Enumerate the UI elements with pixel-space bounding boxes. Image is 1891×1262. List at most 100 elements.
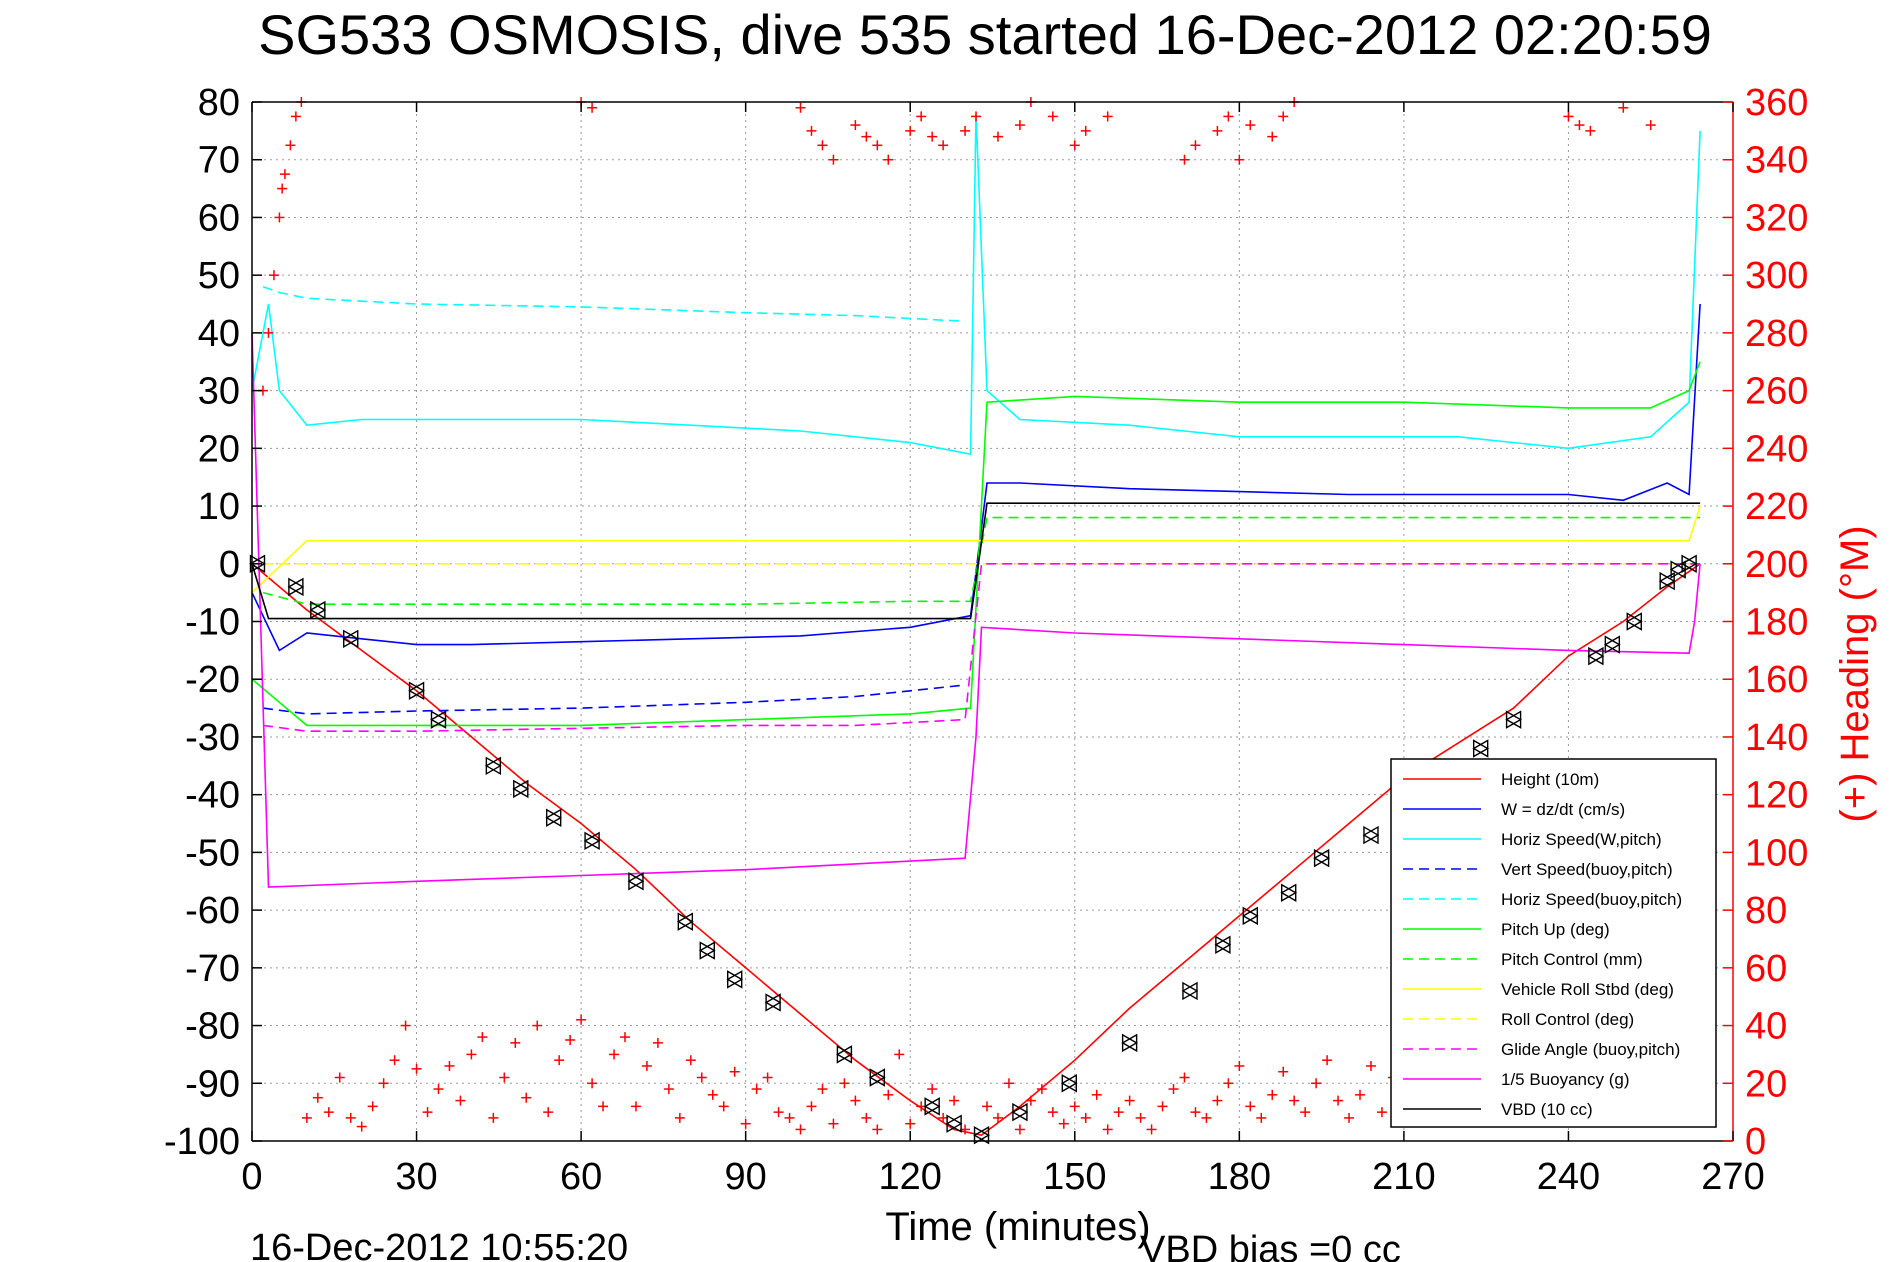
- heading-point: [1234, 1060, 1245, 1071]
- depth-marker: [726, 970, 744, 989]
- right-y-tick-label: 220: [1745, 486, 1808, 528]
- right-y-tick-label: 180: [1745, 602, 1808, 644]
- heading-point: [905, 125, 916, 136]
- heading-point: [927, 131, 938, 142]
- right-y-tick-label: 360: [1745, 82, 1808, 124]
- heading-point: [1333, 1095, 1344, 1106]
- depth-marker: [1011, 1102, 1029, 1122]
- heading-point: [806, 1101, 817, 1112]
- y-tick-label: -30: [185, 717, 240, 759]
- heading-point: [641, 1060, 652, 1071]
- depth-marker: [698, 941, 716, 960]
- heading-point: [1168, 1084, 1179, 1095]
- x-tick-label: 270: [1701, 1156, 1764, 1198]
- legend-label: Pitch Up (deg): [1501, 920, 1610, 939]
- y-tick-label: 30: [198, 371, 240, 413]
- depth-marker: [868, 1068, 886, 1087]
- heading-point: [1157, 1101, 1168, 1112]
- depth-marker: [1060, 1074, 1078, 1093]
- depth-marker: [1121, 1033, 1139, 1053]
- heading-point: [1234, 154, 1245, 165]
- legend-label: Pitch Control (mm): [1501, 950, 1643, 969]
- heading-point: [598, 1101, 609, 1112]
- heading-point: [1355, 1089, 1366, 1100]
- depth-marker: [1603, 635, 1621, 654]
- heading-point: [872, 140, 883, 151]
- heading-point: [1645, 120, 1656, 131]
- y-tick-label: 10: [198, 486, 240, 528]
- series-line-5: [262, 285, 966, 323]
- heading-point: [729, 1066, 740, 1077]
- y-tick-label: -50: [185, 832, 240, 874]
- series-line-10: [262, 562, 1701, 733]
- heading-point: [356, 1121, 367, 1132]
- heading-point: [1190, 1107, 1201, 1118]
- x-tick-label: 210: [1372, 1156, 1435, 1198]
- depth-marker: [1181, 981, 1199, 1001]
- heading-point: [850, 120, 861, 131]
- heading-point: [773, 1107, 784, 1118]
- heading-point: [444, 1060, 455, 1071]
- depth-marker: [545, 808, 563, 827]
- heading-point: [751, 1084, 762, 1095]
- heading-point: [1376, 1107, 1387, 1118]
- depth-marker: [583, 831, 601, 851]
- heading-point: [400, 1020, 411, 1031]
- heading-point: [389, 1055, 400, 1066]
- heading-point: [1146, 1124, 1157, 1135]
- right-y-axis-label: (+) Heading (°M): [1833, 525, 1877, 822]
- heading-point: [960, 125, 971, 136]
- depth-marker: [1658, 571, 1676, 591]
- heading-point: [1574, 120, 1585, 131]
- heading-point: [378, 1078, 389, 1089]
- heading-point: [1179, 154, 1190, 165]
- y-tick-label: -20: [185, 659, 240, 701]
- right-y-tick-label: 80: [1745, 890, 1787, 932]
- depth-marker: [287, 577, 305, 597]
- heading-point: [565, 1034, 576, 1045]
- heading-point: [1014, 120, 1025, 131]
- right-y-tick-label: 320: [1745, 197, 1808, 239]
- legend: Height (10m) W = dz/dt (cm/s) Horiz Speed(…: [1390, 758, 1717, 1128]
- heading-point: [817, 1084, 828, 1095]
- right-y-tick-label: 120: [1745, 775, 1808, 817]
- depth-marker: [973, 1126, 990, 1145]
- y-tick-label: -10: [185, 602, 240, 644]
- heading-point: [883, 154, 894, 165]
- heading-point: [499, 1072, 510, 1083]
- right-y-tick-label: 0: [1745, 1121, 1766, 1163]
- heading-point: [1267, 1089, 1278, 1100]
- heading-point: [279, 169, 290, 180]
- heading-point: [828, 154, 839, 165]
- heading-point: [1135, 1112, 1146, 1123]
- heading-point: [817, 140, 828, 151]
- heading-point: [609, 1049, 620, 1060]
- heading-point: [1069, 1101, 1080, 1112]
- heading-point: [630, 1101, 641, 1112]
- depth-marker: [408, 681, 425, 700]
- heading-point: [740, 1118, 751, 1129]
- series-line-7: [262, 516, 1701, 606]
- heading-point: [1190, 140, 1201, 151]
- heading-point: [1223, 1078, 1234, 1089]
- series-line-12: [251, 502, 1701, 620]
- heading-point: [543, 1107, 554, 1118]
- right-y-tick-label: 60: [1745, 948, 1787, 990]
- heading-point: [1201, 1112, 1212, 1123]
- heading-point: [1080, 125, 1091, 136]
- y-tick-label: -90: [185, 1063, 240, 1105]
- heading-point: [466, 1049, 477, 1060]
- heading-point: [1365, 1060, 1376, 1071]
- depth-marker: [430, 710, 447, 729]
- depth-marker: [1587, 646, 1605, 666]
- depth-marker: [1313, 848, 1331, 868]
- heading-point: [268, 270, 279, 281]
- heading-point: [861, 1112, 872, 1123]
- heading-point: [674, 1112, 685, 1123]
- heading-point: [1212, 125, 1223, 136]
- heading-point: [992, 131, 1003, 142]
- y-tick-label: 50: [198, 255, 240, 297]
- y-tick-label: -100: [164, 1121, 240, 1163]
- heading-point: [663, 1084, 674, 1095]
